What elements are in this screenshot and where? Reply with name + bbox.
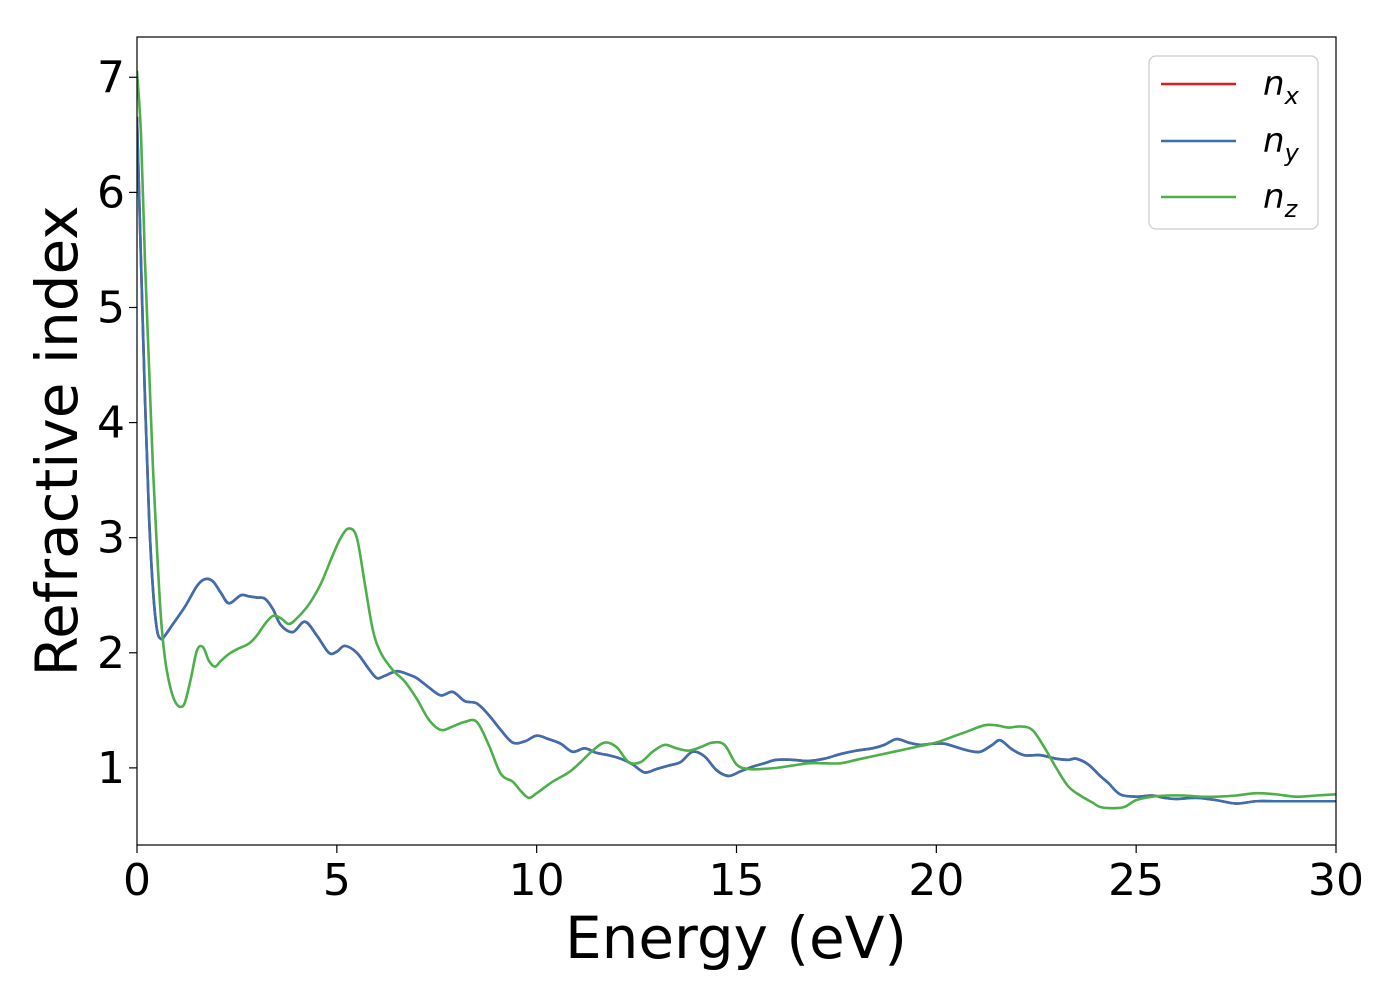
- legend-label-subscript: y: [1284, 139, 1300, 167]
- y-tick-label: 5: [97, 282, 125, 333]
- x-tick-label: 30: [1308, 855, 1364, 906]
- y-tick-label: 6: [97, 167, 125, 218]
- series-line-y: [137, 116, 1336, 805]
- y-tick-label: 4: [97, 398, 125, 449]
- x-tick-label: 5: [323, 855, 351, 906]
- x-tick-label: 25: [1108, 855, 1164, 906]
- legend-label-base: n: [1263, 121, 1285, 161]
- x-tick-label: 10: [509, 855, 565, 906]
- series-line-z: [137, 70, 1336, 810]
- legend-label-base: n: [1263, 64, 1285, 104]
- y-axis-title: Refractive index: [23, 205, 91, 676]
- y-tick-label: 7: [97, 52, 125, 103]
- legend-label-subscript: z: [1284, 195, 1299, 223]
- plot-area: [137, 70, 1336, 810]
- x-tick-label: 20: [908, 855, 964, 906]
- legend-box: [1148, 55, 1319, 230]
- legend-label-subscript: x: [1284, 82, 1300, 110]
- y-tick-label: 2: [97, 628, 125, 679]
- x-axis-title: Energy (eV): [565, 904, 907, 972]
- y-axis: 1 2 3 4 5 6 7: [97, 52, 137, 794]
- legend-label-y: ny: [1263, 121, 1300, 167]
- legend-label-z: nz: [1263, 177, 1299, 223]
- x-tick-label: 15: [709, 855, 765, 906]
- series-layer: [137, 70, 1336, 810]
- x-axis: 0 5 10 15 20 25 30: [123, 845, 1364, 906]
- y-tick-label: 1: [97, 743, 125, 794]
- y-tick-label: 3: [97, 513, 125, 564]
- x-tick-label: 0: [123, 855, 151, 906]
- legend-label-base: n: [1263, 177, 1285, 217]
- legend-label-x: nx: [1263, 64, 1300, 110]
